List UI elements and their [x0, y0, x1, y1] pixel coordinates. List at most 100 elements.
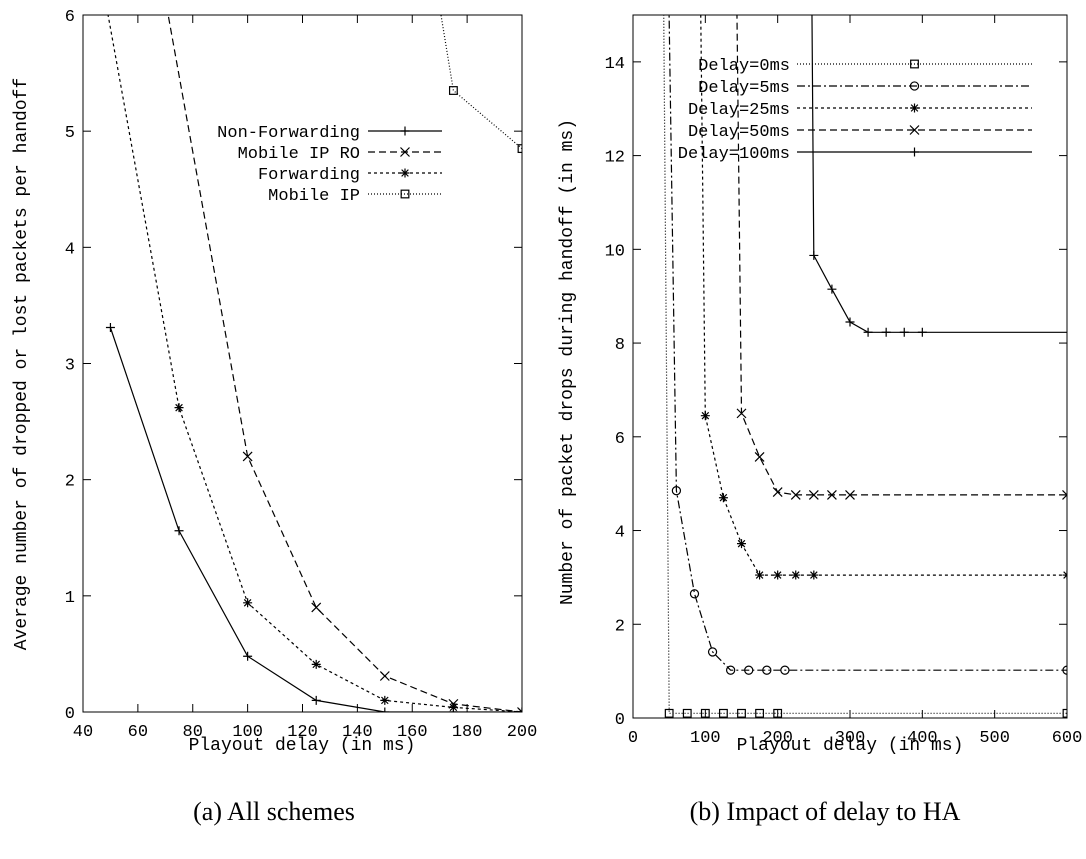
x-tick-label: 180 [452, 723, 483, 742]
data-point-delay-25ms [700, 411, 710, 421]
data-point-non-forwarding [105, 322, 115, 332]
data-point-delay-5ms [1062, 665, 1067, 675]
data-point-mobile-ip-ro [242, 451, 253, 462]
x-tick-label: 400 [907, 729, 938, 748]
data-point-delay-0ms [737, 708, 746, 718]
chart-a-caption: (a) All schemes [193, 797, 355, 826]
x-tick-label: 140 [342, 723, 373, 742]
chart-b-legend: Delay=0ms Delay=5ms Delay=25ms Delay=50ms De… [678, 57, 1032, 164]
data-point-delay-25ms [718, 493, 728, 503]
data-point-delay-5ms [780, 665, 790, 675]
data-point-delay-50ms [736, 408, 747, 419]
data-point-delay-100ms [899, 327, 909, 337]
y-tick-label: 4 [65, 240, 75, 259]
data-point-delay-0ms [682, 708, 692, 718]
y-tick-label: 6 [65, 8, 75, 27]
x-tick-label: 80 [183, 723, 203, 742]
y-tick-label: 2 [65, 473, 75, 492]
data-point-forwarding [517, 707, 522, 712]
data-point-delay-100ms [881, 327, 891, 337]
legend-label-non-forwarding: Non-Forwarding [217, 124, 360, 143]
legend-marker-delay-100ms [910, 147, 919, 157]
data-point-delay-25ms [791, 570, 801, 580]
chart-a: 40 60 80 100 120 140 160 180 200 0 1 2 3 4 5 6 Non-Forw… [12, 8, 538, 826]
chart-b-caption: (b) Impact of delay to HA [690, 797, 961, 826]
legend-label-mobile-ip-ro: Mobile IP RO [238, 145, 360, 164]
x-tick-label: 600 [1052, 729, 1083, 748]
legend-marker-non-forwarding [400, 126, 410, 136]
data-point-delay-50ms [826, 489, 837, 500]
series-line-delay-5ms [668, 15, 1067, 671]
y-tick-label: 8 [615, 336, 625, 355]
legend-label-delay-5ms: Delay=5ms [698, 79, 790, 98]
x-tick-label: 100 [690, 729, 721, 748]
data-point-forwarding [380, 695, 390, 705]
y-tick-label: 2 [615, 617, 625, 636]
legend-marker-delay-50ms [909, 125, 920, 135]
data-point-delay-50ms [772, 487, 783, 498]
x-tick-label: 60 [128, 723, 148, 742]
data-point-forwarding [311, 659, 321, 669]
data-point-delay-25ms [755, 570, 765, 580]
legend-label-delay-100ms: Delay=100ms [678, 145, 790, 164]
data-point-delay-50ms [808, 489, 819, 500]
series-line-forwarding [107, 15, 522, 712]
y-tick-label: 14 [605, 55, 625, 74]
data-point-delay-100ms [863, 327, 873, 337]
y-tick-label: 5 [65, 124, 75, 143]
y-tick-label: 1 [65, 589, 75, 608]
data-point-delay-100ms [809, 250, 819, 260]
data-point-delay-0ms [755, 708, 765, 718]
data-point-delay-50ms [754, 452, 765, 462]
y-tick-label: 0 [65, 705, 75, 724]
series-line-delay-100ms [811, 15, 1067, 333]
data-point-delay-0ms [773, 708, 783, 718]
data-point-mobile-ip-ro [379, 671, 390, 681]
chart-a-series [105, 15, 522, 712]
data-point-delay-25ms [1062, 570, 1067, 580]
data-point-delay-100ms [845, 317, 855, 327]
legend-marker-mobile-ip [400, 189, 410, 199]
data-point-non-forwarding [380, 707, 390, 712]
data-point-forwarding [243, 598, 253, 608]
chart-a-xlabel: Playout delay (in ms) [189, 736, 416, 756]
data-point-mobile-ip-ro [311, 602, 322, 613]
chart-a-ylabel: Average number of dropped or lost packet… [12, 78, 32, 651]
x-tick-label: 300 [835, 729, 866, 748]
chart-b-ticks: 0 100 200 300 400 500 600 0 2 4 6 8 10 12 14 [605, 15, 1083, 748]
data-point-delay-0ms [664, 708, 674, 718]
data-point-delay-50ms [1062, 489, 1067, 500]
x-tick-label: 40 [73, 723, 93, 742]
series-line-non-forwarding [109, 327, 522, 712]
y-tick-label: 12 [605, 149, 625, 168]
x-tick-label: 100 [232, 723, 263, 742]
x-tick-label: 0 [628, 729, 638, 748]
legend-label-mobile-ip: Mobile IP [268, 187, 360, 206]
data-point-delay-50ms [790, 489, 801, 500]
legend-marker-forwarding [400, 168, 410, 178]
y-tick-label: 4 [615, 524, 625, 543]
data-point-delay-25ms [737, 539, 746, 549]
chart-a-plot-frame [82, 14, 523, 713]
data-point-delay-0ms [700, 708, 710, 718]
y-tick-label: 6 [615, 430, 625, 449]
chart-b: 0 100 200 300 400 500 600 0 2 4 6 8 10 12 14 Delay=0ms… [558, 14, 1083, 826]
legend-marker-delay-5ms [909, 81, 920, 91]
y-tick-label: 10 [605, 242, 625, 261]
chart-b-plot-frame [632, 14, 1068, 719]
legend-label-forwarding: Forwarding [258, 166, 360, 185]
chart-a-ticks: 40 60 80 100 120 140 160 180 200 0 1 2 3 4 5 6 [65, 8, 538, 742]
chart-b-series [663, 15, 1067, 718]
data-point-delay-5ms [707, 647, 718, 657]
chart-b-ylabel: Number of packet drops during handoff (i… [558, 119, 578, 605]
data-point-delay-100ms [917, 327, 927, 337]
legend-marker-delay-25ms [910, 103, 919, 113]
legend-label-delay-25ms: Delay=25ms [688, 101, 790, 120]
chart-a-legend: Non-Forwarding Mobile IP RO Forwarding Mobi… [217, 124, 442, 206]
data-point-delay-5ms [726, 665, 736, 675]
data-point-non-forwarding [243, 651, 253, 661]
legend-label-delay-0ms: Delay=0ms [698, 57, 790, 76]
data-point-delay-5ms [689, 589, 700, 599]
x-tick-label: 200 [507, 723, 538, 742]
x-tick-label: 500 [979, 729, 1010, 748]
